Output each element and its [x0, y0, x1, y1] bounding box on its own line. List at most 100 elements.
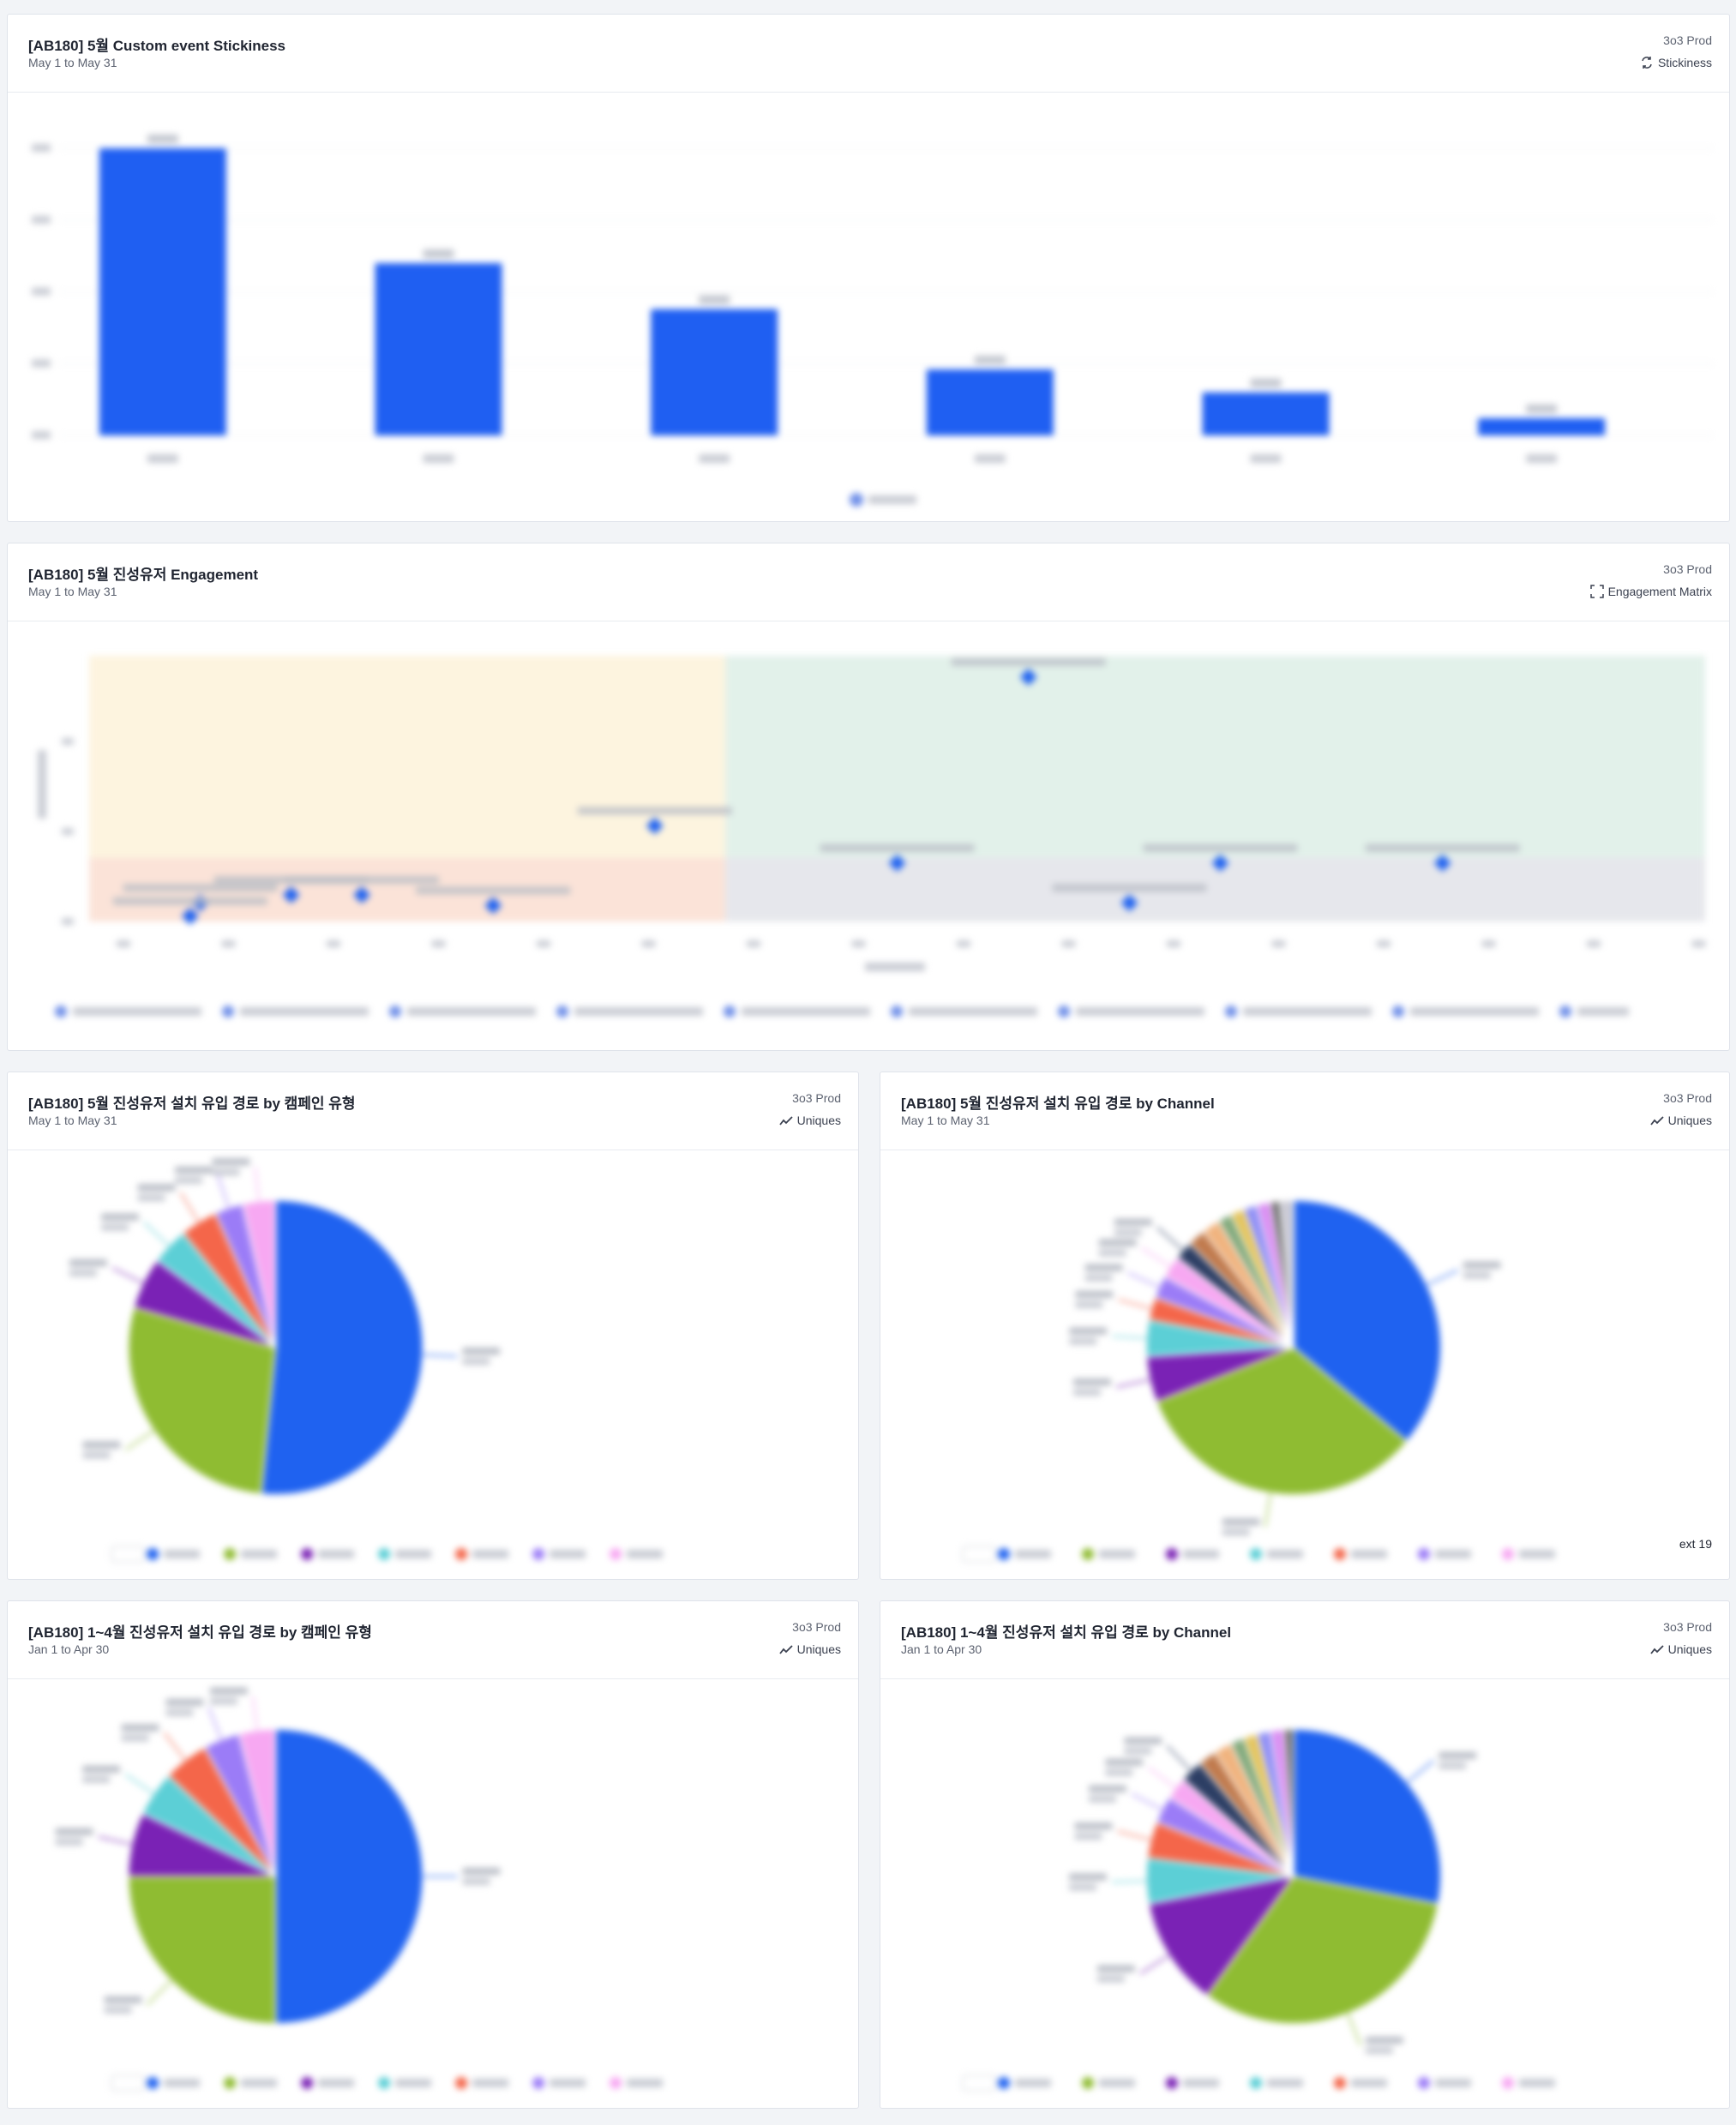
legend-marker [1058, 1005, 1070, 1017]
chart-type-label: Stickiness [1640, 56, 1712, 69]
point-label [416, 886, 571, 895]
slice-value-label [1222, 1528, 1250, 1536]
legend-label [1350, 1550, 1387, 1558]
data-label [699, 295, 730, 304]
stickiness-card[interactable]: [AB180] 5월 Custom event Stickiness May 1… [7, 14, 1730, 522]
slice-label [1088, 1785, 1126, 1792]
legend-label [909, 1007, 1037, 1016]
card-title[interactable]: [AB180] 5월 Custom event Stickiness [28, 38, 286, 54]
legend-label [241, 1550, 278, 1558]
legend-marker [224, 2077, 237, 2089]
engagement-card[interactable]: [AB180] 5월 진성유저 Engagement May 1 to May … [7, 543, 1730, 1051]
chart-type-label: Uniques [1649, 1642, 1712, 1656]
slice-label [55, 1828, 93, 1835]
legend-next-page-button[interactable]: ext 19 [1679, 1537, 1712, 1551]
legend-marker [1249, 2077, 1262, 2089]
legend-marker [147, 1548, 159, 1560]
slice-label [69, 1259, 107, 1267]
legend-label [241, 2079, 278, 2087]
legend-label [1098, 2079, 1135, 2087]
card-title[interactable]: [AB180] 1~4월 진성유저 설치 유입 경로 by Channel [901, 1624, 1232, 1641]
card-project: 3o3 Prod [1663, 33, 1712, 47]
point-label [577, 807, 732, 815]
pie-card-may-channel[interactable]: [AB180] 5월 진성유저 설치 유입 경로 by Channel May … [880, 1072, 1730, 1580]
legend-marker [724, 1005, 736, 1017]
card-header: [AB180] 1~4월 진성유저 설치 유입 경로 by Channel Ja… [880, 1601, 1729, 1679]
card-title[interactable]: [AB180] 5월 진성유저 설치 유입 경로 by 캠페인 유형 [28, 1096, 356, 1112]
card-date-range: May 1 to May 31 [28, 1114, 117, 1127]
data-label [147, 135, 178, 143]
chart-type-text: Uniques [1667, 1114, 1712, 1127]
card-title[interactable]: [AB180] 1~4월 진성유저 설치 유입 경로 by 캠페인 유형 [28, 1624, 372, 1641]
legend-label [73, 1007, 201, 1016]
legend-prev-button [962, 2074, 996, 2092]
legend-label [318, 1550, 355, 1558]
pie-card-may-campaign[interactable]: [AB180] 5월 진성유저 설치 유입 경로 by 캠페인 유형 May 1… [7, 1072, 859, 1580]
pie-chart [69, 1158, 664, 1563]
legend-marker [997, 1548, 1010, 1560]
legend-marker [1417, 1548, 1430, 1560]
chart-type-text: Uniques [796, 1114, 841, 1127]
legend-label [627, 1550, 664, 1558]
legend-marker [222, 1005, 234, 1017]
slice-label [82, 1441, 121, 1449]
legend-marker [610, 1548, 622, 1560]
legend-marker [891, 1005, 903, 1017]
card-header: [AB180] 5월 Custom event Stickiness May 1… [8, 15, 1729, 93]
legend-marker [389, 1005, 401, 1017]
legend-label [318, 2079, 355, 2087]
slice-value-label [100, 1223, 129, 1231]
slice-label [1096, 1965, 1135, 1972]
pie-card-janapr-campaign[interactable]: [AB180] 1~4월 진성유저 설치 유입 경로 by 캠페인 유형 Jan… [7, 1600, 859, 2109]
x-axis-label [865, 963, 925, 971]
x-tick-label [327, 940, 340, 947]
legend-label [1182, 1550, 1219, 1558]
legend-label [1350, 2079, 1387, 2087]
card-title[interactable]: [AB180] 5월 진성유저 설치 유입 경로 by Channel [901, 1096, 1215, 1112]
legend-label [407, 1007, 536, 1016]
x-tick-label [147, 454, 178, 463]
slice-value-label [462, 1878, 490, 1885]
slice-leader-line [1131, 1793, 1162, 1810]
card-date-range: Jan 1 to Apr 30 [901, 1642, 982, 1656]
slice-label [1098, 1239, 1137, 1246]
y-tick-label [32, 215, 51, 224]
slice-leader-line [1111, 1880, 1146, 1883]
legend-marker [1165, 1548, 1178, 1560]
slice-label [165, 1698, 204, 1706]
chart-type-text: Uniques [796, 1642, 841, 1656]
y-tick-label [32, 431, 51, 439]
legend-marker [1165, 2077, 1178, 2089]
slice-leader-line [217, 1174, 230, 1209]
slice-leader-line [111, 1267, 144, 1284]
slice-leader-line [1117, 1830, 1151, 1840]
legend-marker [1333, 1548, 1346, 1560]
pie-chart-area [880, 1679, 1729, 2108]
x-tick-label [974, 454, 1006, 463]
legend-marker [1081, 1548, 1094, 1560]
uniques-trend-icon [778, 1645, 793, 1654]
legend-label [1266, 1550, 1303, 1558]
slice-label [209, 1687, 248, 1695]
slice-leader-line [98, 1836, 132, 1846]
x-tick-label [699, 454, 730, 463]
slice-leader-line [423, 1354, 458, 1358]
scatter-point [1120, 894, 1138, 912]
slice-value-label [1068, 1883, 1096, 1891]
point-label [123, 884, 278, 892]
legend-label [395, 1550, 432, 1558]
legend-marker [532, 1548, 545, 1560]
card-title[interactable]: [AB180] 5월 진성유저 Engagement [28, 567, 259, 583]
slice-label [1114, 1218, 1152, 1226]
slice-value-label [137, 1194, 165, 1202]
slice-value-label [462, 1358, 490, 1366]
slice-label [1084, 1264, 1123, 1271]
slice-value-label [1105, 1768, 1133, 1776]
engagement-chart-area [8, 621, 1729, 1050]
pie-slice [241, 1198, 277, 1348]
legend-label [240, 1007, 369, 1016]
legend-marker [997, 2077, 1010, 2089]
pie-card-janapr-channel[interactable]: [AB180] 1~4월 진성유저 설치 유입 경로 by Channel Ja… [880, 1600, 1730, 2109]
x-tick-label [1167, 940, 1180, 947]
slice-label [1074, 1822, 1113, 1830]
